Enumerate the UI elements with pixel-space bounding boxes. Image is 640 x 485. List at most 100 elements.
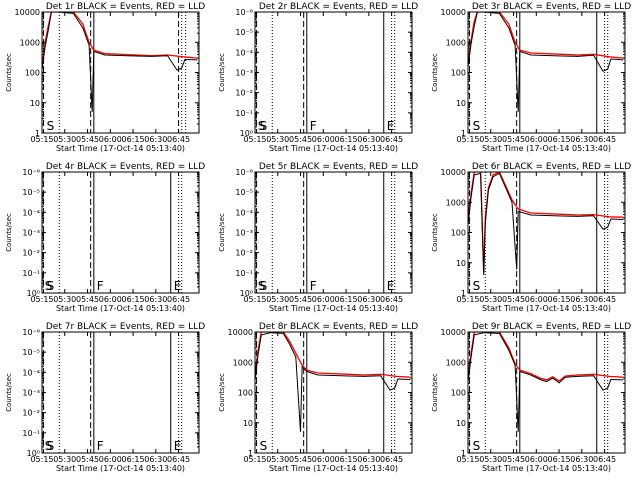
x-tick-label: 05:15 xyxy=(30,455,53,464)
marker-label: S xyxy=(47,279,55,293)
marker-label: F xyxy=(310,119,317,133)
x-axis-label: Start Time (17-Oct-14 05:13:40) xyxy=(269,304,398,313)
x-tick-label: 06:15 xyxy=(335,135,358,144)
panel-1: Det 1r BLACK = Events, RED = LLD S1 10 100 1… xyxy=(5,2,205,153)
x-tick-label: 06:15 xyxy=(548,455,571,464)
x-tick-label: 06:00 xyxy=(525,455,548,464)
marker-label: F xyxy=(97,279,104,293)
x-tick-label: 06:00 xyxy=(99,295,122,304)
y-tick-label: 10⁻⁴ xyxy=(235,208,253,217)
x-tick-label: 05:45 xyxy=(289,295,312,304)
y-tick-label: 10⁰ xyxy=(27,289,40,298)
x-axis-label: Start Time (17-Oct-14 05:13:40) xyxy=(269,144,398,153)
x-tick-label: 05:30 xyxy=(53,455,76,464)
panel-title: Det 2r BLACK = Events, RED = LLD xyxy=(259,2,418,12)
panel-title: Det 5r BLACK = Events, RED = LLD xyxy=(259,162,418,172)
annotation-label: S xyxy=(258,119,266,133)
y-tick-label: 10⁻⁶ xyxy=(235,8,253,17)
y-tick-label: 10⁻² xyxy=(22,409,40,418)
marker-label: E xyxy=(387,279,395,293)
y-tick-label: 100 xyxy=(451,389,466,398)
series-line-events xyxy=(468,12,624,112)
annotation-label: S xyxy=(45,439,53,453)
plot-frame xyxy=(467,11,626,134)
panel-3: Det 3r BLACK = Events, RED = LLD S1 10 100 1… xyxy=(431,2,631,153)
x-tick-label: 05:15 xyxy=(30,295,53,304)
y-tick-label: 10⁻³ xyxy=(22,389,40,398)
x-tick-label: 06:30 xyxy=(570,295,593,304)
y-tick-label: 100 xyxy=(25,69,40,78)
series-line-lld xyxy=(255,332,411,378)
marker-label: S xyxy=(260,119,268,133)
x-tick-label: 05:15 xyxy=(243,295,266,304)
marker-label: S xyxy=(473,439,481,453)
y-tick-label: 10⁰ xyxy=(27,449,40,458)
series-line-lld xyxy=(468,172,624,272)
y-axis-label: Counts/sec xyxy=(5,373,13,412)
panel-title: Det 9r BLACK = Events, RED = LLD xyxy=(472,322,631,332)
marker-label: S xyxy=(473,279,481,293)
series-line-events xyxy=(468,172,624,275)
y-tick-label: 1000 xyxy=(20,38,40,47)
plot-frame xyxy=(41,331,200,454)
x-axis-label: Start Time (17-Oct-14 05:13:40) xyxy=(482,304,611,313)
y-tick-label: 10⁻⁵ xyxy=(235,28,253,37)
panel-title: Det 6r BLACK = Events, RED = LLD xyxy=(472,162,631,172)
series-group xyxy=(468,332,624,432)
y-tick-label: 10⁻⁵ xyxy=(235,188,253,197)
x-tick-label: 05:15 xyxy=(456,295,479,304)
y-tick-label: 10⁻¹ xyxy=(235,269,253,278)
x-tick-label: 05:30 xyxy=(479,455,502,464)
x-axis-label: Start Time (17-Oct-14 05:13:40) xyxy=(56,144,185,153)
plot-frame xyxy=(254,11,413,134)
x-tick-label: 06:00 xyxy=(312,455,335,464)
y-tick-label: 10⁻⁶ xyxy=(22,168,40,177)
plot-frame xyxy=(254,331,413,454)
y-tick-label: 10⁰ xyxy=(240,129,253,138)
x-tick-label: 06:30 xyxy=(357,455,380,464)
y-tick-label: 10⁻¹ xyxy=(235,109,253,118)
panel-title: Det 3r BLACK = Events, RED = LLD xyxy=(472,2,631,12)
panel-title: Det 7r BLACK = Events, RED = LLD xyxy=(46,322,205,332)
y-axis-label: Counts/sec xyxy=(5,53,13,92)
x-tick-label: 05:30 xyxy=(479,295,502,304)
x-tick-label: 06:45 xyxy=(593,455,616,464)
x-tick-label: 06:00 xyxy=(99,455,122,464)
x-tick-label: 05:15 xyxy=(30,135,53,144)
x-tick-label: 05:45 xyxy=(76,295,99,304)
y-tick-label: 10⁻² xyxy=(22,249,40,258)
panel-title: Det 8r BLACK = Events, RED = LLD xyxy=(259,322,418,332)
y-tick-label: 1000 xyxy=(446,198,466,207)
y-tick-label: 1000 xyxy=(446,358,466,367)
y-tick-label: 10⁻² xyxy=(235,249,253,258)
panel-title: Det 4r BLACK = Events, RED = LLD xyxy=(46,162,205,172)
panel-8: Det 8r BLACK = Events, RED = LLD S1 10 100 1… xyxy=(218,322,418,473)
y-axis-label: Counts/sec xyxy=(5,213,13,252)
marker-label: S xyxy=(473,119,481,133)
x-tick-label: 06:45 xyxy=(593,135,616,144)
series-line-events xyxy=(255,332,411,432)
series-line-events xyxy=(42,12,198,112)
marker-label: E xyxy=(174,279,182,293)
y-tick-label: 10 xyxy=(243,419,253,428)
x-tick-label: 06:00 xyxy=(525,135,548,144)
y-tick-label: 10⁻⁵ xyxy=(22,188,40,197)
y-tick-label: 1 xyxy=(248,449,253,458)
y-tick-label: 10 xyxy=(456,259,466,268)
x-tick-label: 06:30 xyxy=(144,455,167,464)
y-tick-label: 10⁻⁴ xyxy=(235,48,253,57)
x-tick-label: 06:00 xyxy=(312,295,335,304)
marker-label: S xyxy=(260,279,268,293)
plot-frame xyxy=(467,171,626,294)
series-group xyxy=(255,332,411,432)
x-tick-label: 06:00 xyxy=(525,295,548,304)
x-tick-label: 06:00 xyxy=(312,135,335,144)
marker-label: F xyxy=(310,279,317,293)
x-tick-label: 06:15 xyxy=(122,455,145,464)
y-tick-label: 10⁻³ xyxy=(235,69,253,78)
series-line-lld xyxy=(468,12,624,64)
panel-title: Det 1r BLACK = Events, RED = LLD xyxy=(46,2,205,12)
y-tick-label: 10⁻⁴ xyxy=(22,208,40,217)
